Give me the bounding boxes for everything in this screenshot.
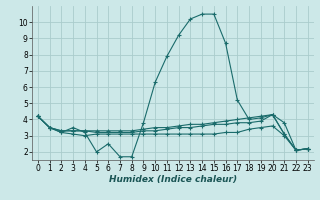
X-axis label: Humidex (Indice chaleur): Humidex (Indice chaleur) bbox=[109, 175, 237, 184]
